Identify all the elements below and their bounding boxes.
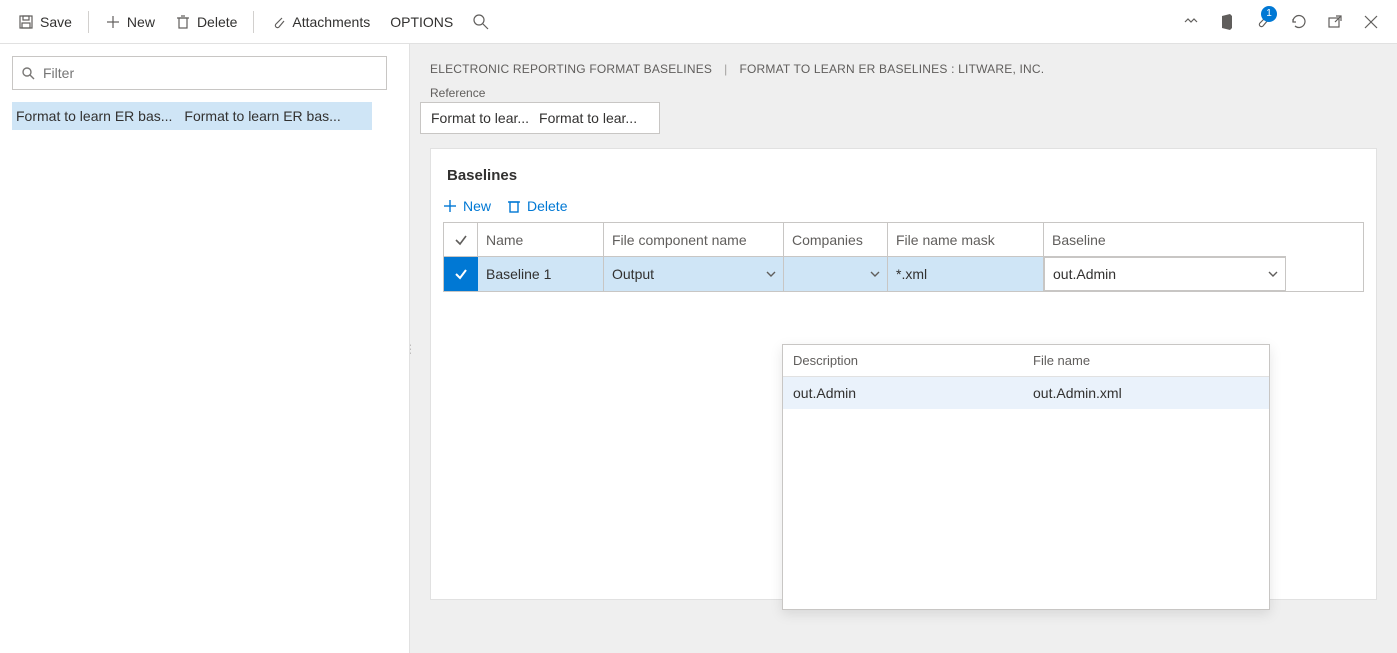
new-label: New — [127, 14, 155, 30]
col-companies[interactable]: Companies — [784, 223, 888, 257]
trash-icon — [175, 14, 191, 30]
attachments-label: Attachments — [292, 14, 370, 30]
options-button[interactable]: OPTIONS — [380, 10, 463, 34]
attach-indicator-button[interactable]: 1 — [1245, 4, 1281, 40]
refresh-button[interactable] — [1281, 4, 1317, 40]
connector-button[interactable] — [1173, 4, 1209, 40]
grid-row[interactable]: Baseline 1 Output *.xml out.Admin — [444, 257, 1363, 291]
chevron-down-icon — [1267, 268, 1279, 280]
popout-icon — [1326, 13, 1344, 31]
flyout-row-filename: out.Admin.xml — [1033, 385, 1122, 401]
list-item[interactable]: Format to learn ER bas... Format to lear… — [12, 102, 372, 130]
col-name[interactable]: Name — [478, 223, 604, 257]
sidebar: Format to learn ER bas... Format to lear… — [0, 44, 410, 653]
content-area: ⋮ ELECTRONIC REPORTING FORMAT BASELINES … — [410, 44, 1397, 653]
flyout-row-description: out.Admin — [793, 385, 1033, 401]
grid-header: Name File component name Companies File … — [444, 223, 1363, 257]
plus-icon — [443, 199, 457, 213]
panel-delete-label: Delete — [527, 198, 567, 214]
breadcrumb-part1[interactable]: ELECTRONIC REPORTING FORMAT BASELINES — [430, 62, 712, 76]
chevron-down-icon — [765, 268, 777, 280]
reference-val2: Format to lear... — [539, 110, 637, 126]
search-icon — [472, 13, 490, 31]
flyout-header: Description File name — [783, 345, 1269, 377]
new-button[interactable]: New — [95, 10, 165, 34]
close-icon — [1362, 13, 1380, 31]
flyout-col-filename[interactable]: File name — [1033, 353, 1090, 368]
panel-new-label: New — [463, 198, 491, 214]
splitter-handle[interactable]: ⋮ — [410, 342, 414, 356]
col-file-component[interactable]: File component name — [604, 223, 784, 257]
office-button[interactable] — [1209, 4, 1245, 40]
col-select-all[interactable] — [444, 223, 478, 257]
cell-file-component[interactable]: Output — [604, 257, 784, 291]
paperclip-icon — [270, 14, 286, 30]
trash-icon — [507, 199, 521, 213]
separator — [88, 11, 89, 33]
save-icon — [18, 14, 34, 30]
cell-baseline[interactable]: out.Admin — [1044, 257, 1286, 291]
separator — [253, 11, 254, 33]
flyout-col-description[interactable]: Description — [793, 353, 1033, 368]
refresh-icon — [1290, 13, 1308, 31]
breadcrumb-divider: | — [724, 62, 727, 76]
panel-delete-button[interactable]: Delete — [507, 198, 567, 214]
panel-toolbar: New Delete — [431, 194, 1376, 222]
flyout-row[interactable]: out.Admin out.Admin.xml — [783, 377, 1269, 409]
chevron-down-icon — [869, 268, 881, 280]
attachments-button[interactable]: Attachments — [260, 10, 380, 34]
reference-val1: Format to lear... — [431, 110, 529, 126]
baselines-grid: Name File component name Companies File … — [443, 222, 1364, 292]
cell-file-value: Output — [612, 266, 654, 282]
check-icon — [454, 233, 468, 247]
options-label: OPTIONS — [390, 14, 453, 30]
search-icon — [21, 66, 35, 80]
save-label: Save — [40, 14, 72, 30]
save-button[interactable]: Save — [8, 10, 82, 34]
cell-name[interactable]: Baseline 1 — [478, 257, 604, 291]
popout-button[interactable] — [1317, 4, 1353, 40]
connector-icon — [1182, 13, 1200, 31]
cell-file-mask[interactable]: *.xml — [888, 257, 1044, 291]
row-selector[interactable] — [444, 257, 478, 291]
filter-input[interactable] — [43, 65, 378, 81]
breadcrumb: ELECTRONIC REPORTING FORMAT BASELINES | … — [410, 44, 1397, 82]
check-icon — [453, 266, 469, 282]
office-icon — [1218, 13, 1236, 31]
close-button[interactable] — [1353, 4, 1389, 40]
cell-companies[interactable] — [784, 257, 888, 291]
command-bar: Save New Delete Attachments OPTIONS 1 — [0, 0, 1397, 44]
baseline-lookup-flyout: Description File name out.Admin out.Admi… — [782, 344, 1270, 610]
attach-badge: 1 — [1261, 6, 1277, 22]
delete-label: Delete — [197, 14, 237, 30]
cell-baseline-value: out.Admin — [1053, 266, 1116, 282]
col-baseline[interactable]: Baseline — [1044, 223, 1286, 257]
list-item-col1: Format to learn ER bas... — [16, 108, 172, 124]
panel-new-button[interactable]: New — [443, 198, 491, 214]
delete-button[interactable]: Delete — [165, 10, 247, 34]
search-button[interactable] — [463, 4, 499, 40]
reference-field[interactable]: Format to lear... Format to lear... — [420, 102, 660, 134]
reference-label: Reference — [430, 86, 1377, 100]
col-file-mask[interactable]: File name mask — [888, 223, 1044, 257]
breadcrumb-part2: FORMAT TO LEARN ER BASELINES : LITWARE, … — [739, 62, 1044, 76]
plus-icon — [105, 14, 121, 30]
reference-block: Reference Format to lear... Format to le… — [410, 82, 1397, 148]
flyout-body — [783, 409, 1269, 609]
filter-input-wrap[interactable] — [12, 56, 387, 90]
panel-title: Baselines — [431, 149, 1376, 194]
list-item-col2: Format to learn ER bas... — [184, 108, 340, 124]
